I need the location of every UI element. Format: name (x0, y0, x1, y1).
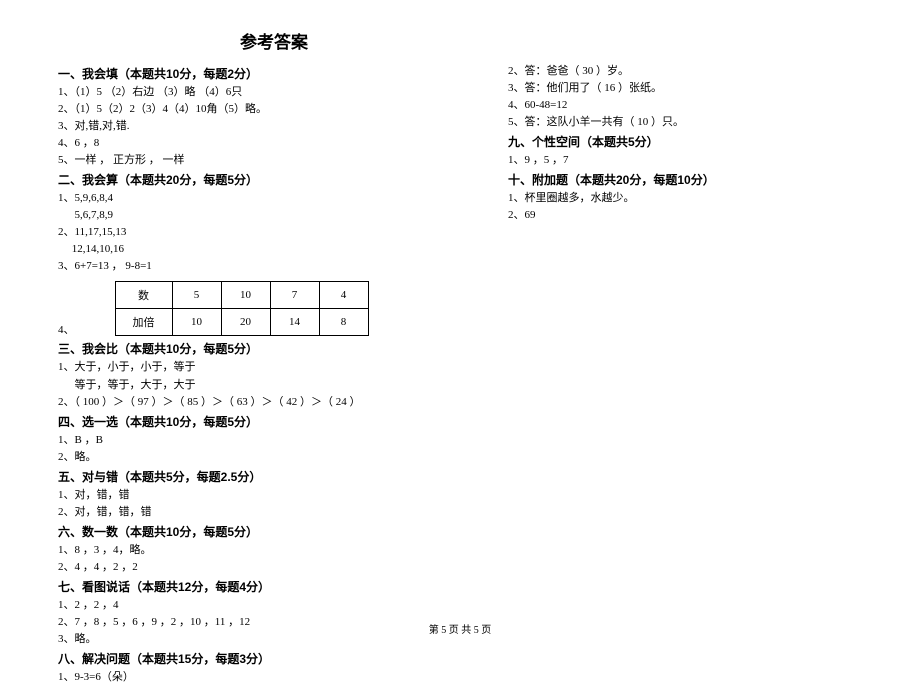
answer-line: 3、答：他们用了（ 16 ）张纸。 (508, 80, 878, 97)
answer-line: 1、9 ，5 ，7 (508, 152, 878, 169)
answer-line: 1、（1）5 （2）右边 （3）略 （4）6只 (58, 84, 490, 101)
section-4-head: 四、选一选（本题共10分，每题5分） (58, 413, 490, 431)
answer-line: 2、69 (508, 207, 878, 224)
page: 参考答案 一、我会填（本题共10分，每题2分） 1、（1）5 （2）右边 （3）… (0, 0, 920, 650)
answer-line: 2、（ 100 ）＞（ 97 ）＞（ 85 ）＞（ 63 ）＞（ 42 ）＞（ … (58, 394, 490, 411)
answer-line: 4、6 ，8 (58, 135, 490, 152)
table-cell: 加倍 (115, 309, 172, 336)
section-7-head: 七、看图说话（本题共12分，每题4分） (58, 578, 490, 596)
answer-line: 2、11,17,15,13 (58, 224, 490, 241)
section-5-head: 五、对与错（本题共5分，每题2.5分） (58, 468, 490, 486)
table-cell: 5 (172, 282, 221, 309)
answer-line: 12,14,10,16 (58, 241, 490, 258)
section-9-head: 九、个性空间（本题共5分） (508, 133, 878, 151)
answer-line: 2、4 ，4 ，2 ，2 (58, 559, 490, 576)
answer-line: 3、6+7=13 ， 9-8=1 (58, 258, 490, 275)
table-cell: 8 (319, 309, 368, 336)
answer-line: 3、对,错,对,错. (58, 118, 490, 135)
answer-line: 等于，等于，大于，大于 (58, 377, 490, 394)
section-2-head: 二、我会算（本题共20分，每题5分） (58, 171, 490, 189)
table-row: 加倍 10 20 14 8 (115, 309, 368, 336)
answer-line: 5、一样 ， 正方形 ， 一样 (58, 152, 490, 169)
table-cell: 10 (172, 309, 221, 336)
answer-line: 2、对，错，错，错 (58, 504, 490, 521)
answer-line: 1、对，错，错 (58, 487, 490, 504)
answer-line: 2、答：爸爸（ 30 ）岁。 (508, 63, 878, 80)
answer-line: 4、60-48=12 (508, 97, 878, 114)
answer-line: 1、5,9,6,8,4 (58, 190, 490, 207)
table-row: 数 5 10 7 4 (115, 282, 368, 309)
page-title: 参考答案 (58, 28, 490, 53)
answer-line: 5,6,7,8,9 (58, 207, 490, 224)
column-left: 一、我会填（本题共10分，每题2分） 1、（1）5 （2）右边 （3）略 （4）… (58, 63, 490, 686)
answer-line: 4、 (58, 322, 75, 339)
answer-line: 1、2 ，2 ，4 (58, 597, 490, 614)
table-cell: 10 (221, 282, 270, 309)
answer-line: 1、8 ，3 ，4，略。 (58, 542, 490, 559)
answer-line: 5、答：这队小羊一共有（ 10 ）只。 (508, 114, 878, 131)
section-10-head: 十、附加题（本题共20分，每题10分） (508, 171, 878, 189)
number-table: 数 5 10 7 4 加倍 10 20 14 8 (115, 281, 369, 336)
answer-line: 2、略。 (58, 449, 490, 466)
table-cell: 数 (115, 282, 172, 309)
section-6-head: 六、数一数（本题共10分，每题5分） (58, 523, 490, 541)
answer-line: 1、大于，小于，小于，等于 (58, 359, 490, 376)
page-footer: 第 5 页 共 5 页 (0, 621, 920, 636)
columns: 一、我会填（本题共10分，每题2分） 1、（1）5 （2）右边 （3）略 （4）… (58, 63, 884, 686)
answer-line: 1、9-3=6（朵） (58, 669, 490, 686)
answer-line: 1、杯里圈越多，水越少。 (508, 190, 878, 207)
answer-line: 1、B ，B (58, 432, 490, 449)
answer-line: 2、（1）5（2）2（3）4（4）10角（5）略。 (58, 101, 490, 118)
table-cell: 14 (270, 309, 319, 336)
section-8-head: 八、解决问题（本题共15分，每题3分） (58, 650, 490, 668)
section-3-head: 三、我会比（本题共10分，每题5分） (58, 340, 490, 358)
table-cell: 4 (319, 282, 368, 309)
column-right: 2、答：爸爸（ 30 ）岁。 3、答：他们用了（ 16 ）张纸。 4、60-48… (508, 63, 878, 686)
table-cell: 7 (270, 282, 319, 309)
section-1-head: 一、我会填（本题共10分，每题2分） (58, 65, 490, 83)
table-cell: 20 (221, 309, 270, 336)
